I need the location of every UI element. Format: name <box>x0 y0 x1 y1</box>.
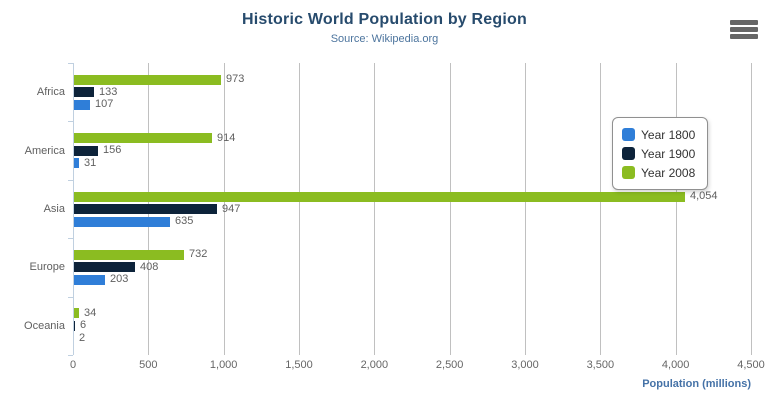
legend-item-year-2008[interactable]: Year 2008 <box>622 163 695 182</box>
bar-europe-year-1800[interactable] <box>74 274 105 285</box>
x-axis-tick-label: 4,000 <box>661 359 690 371</box>
bar-value-label: 4,054 <box>690 190 718 202</box>
category-axis-tick <box>68 121 73 123</box>
gridline <box>525 63 526 355</box>
category-axis-tick <box>68 296 73 298</box>
bar-asia-year-2008[interactable] <box>74 191 685 202</box>
gridline <box>223 63 225 355</box>
legend-item-year-1900[interactable]: Year 1900 <box>622 144 695 163</box>
gridline <box>449 63 451 355</box>
x-axis-tick-label: 4,500 <box>737 359 765 371</box>
legend-label: Year 1900 <box>641 146 696 161</box>
bar-asia-year-1900[interactable] <box>74 204 217 214</box>
chart-title: Historic World Population by Region <box>242 11 527 28</box>
x-axis-tick-label: 3,500 <box>586 359 615 371</box>
gridline <box>299 63 300 355</box>
bar-value-label: 408 <box>140 260 159 273</box>
bar-value-label: 732 <box>189 248 208 261</box>
x-axis-tick-label: 1,500 <box>285 359 313 371</box>
x-axis-title: Population (millions) <box>642 378 751 390</box>
bar-america-year-1800[interactable] <box>74 158 79 169</box>
bar-asia-year-1800[interactable] <box>74 216 170 227</box>
hamburger-icon <box>730 20 758 25</box>
bar-value-label: 635 <box>175 215 194 227</box>
bar-europe-year-2008[interactable] <box>74 249 184 260</box>
category-axis-tick <box>68 355 73 356</box>
bar-oceania-year-1900[interactable] <box>74 320 75 331</box>
hamburger-icon <box>730 34 758 39</box>
category-label: Oceania <box>24 319 65 332</box>
bar-america-year-2008[interactable] <box>74 133 212 144</box>
context-menu-button[interactable] <box>730 20 758 39</box>
hamburger-icon <box>730 27 758 32</box>
x-axis-tick-label: 3,000 <box>511 359 539 371</box>
bar-value-label: 973 <box>226 73 245 86</box>
legend-swatch-icon <box>622 128 635 141</box>
legend-swatch-icon <box>622 166 635 179</box>
chart-subtitle: Source: Wikipedia.org <box>330 33 439 45</box>
gridline <box>751 63 752 355</box>
legend-swatch-icon <box>622 147 635 160</box>
category-axis-tick <box>68 179 73 181</box>
bar-oceania-year-2008[interactable] <box>74 308 79 319</box>
legend: Year 1800 Year 1900 Year 2008 <box>612 117 709 190</box>
bar-value-label: 133 <box>99 85 118 98</box>
gridline <box>675 63 677 355</box>
x-axis-tick-label: 0 <box>69 359 77 371</box>
bar-value-label: 34 <box>84 306 97 319</box>
category-label: America <box>24 144 65 157</box>
bar-africa-year-1800[interactable] <box>74 99 90 110</box>
gridline <box>600 63 602 355</box>
category-label: Europe <box>29 261 65 274</box>
bar-value-label: 31 <box>84 156 97 169</box>
legend-item-year-1800[interactable]: Year 1800 <box>622 125 695 144</box>
category-axis-tick <box>68 63 73 64</box>
bar-value-label: 107 <box>95 98 114 111</box>
legend-label: Year 1800 <box>641 127 696 142</box>
x-axis-tick-label: 1,000 <box>209 359 238 371</box>
legend-label: Year 2008 <box>641 165 696 180</box>
bar-africa-year-1900[interactable] <box>74 87 94 98</box>
bar-value-label: 914 <box>217 131 236 144</box>
bar-value-label: 203 <box>110 273 129 286</box>
bar-value-label: 947 <box>222 202 241 215</box>
bar-africa-year-2008[interactable] <box>74 74 221 85</box>
category-axis-line <box>73 63 74 355</box>
bar-value-label: 6 <box>80 319 87 332</box>
x-axis-tick-label: 2,000 <box>360 359 389 371</box>
x-axis-tick-label: 500 <box>139 359 158 371</box>
category-axis-tick <box>68 238 73 240</box>
bar-america-year-1900[interactable] <box>74 145 98 156</box>
bar-europe-year-1900[interactable] <box>74 262 135 273</box>
bar-value-label: 156 <box>103 144 122 157</box>
x-axis-tick-label: 2,500 <box>435 359 464 371</box>
category-label: Asia <box>43 202 65 215</box>
category-label: Africa <box>36 86 65 99</box>
gridline <box>374 63 376 355</box>
bar-value-label: 2 <box>79 331 86 344</box>
